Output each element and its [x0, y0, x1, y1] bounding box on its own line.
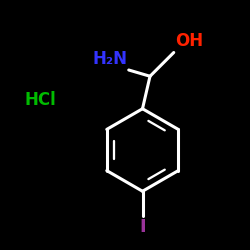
Text: I: I	[139, 218, 146, 236]
Text: H₂N: H₂N	[92, 50, 128, 68]
Text: HCl: HCl	[25, 91, 57, 109]
Text: OH: OH	[175, 32, 203, 50]
